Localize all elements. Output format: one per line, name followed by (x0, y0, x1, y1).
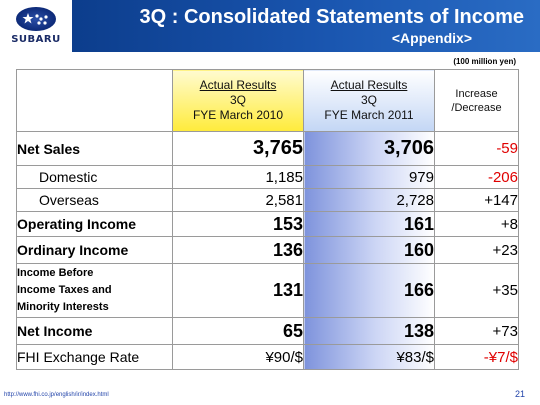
value-fye2010: 1,185 (172, 165, 304, 189)
value-fye2010: 65 (172, 317, 304, 345)
title-band: 3Q : Consolidated Statements of Income <… (72, 0, 540, 52)
column-header-line: FYE March 2010 (192, 108, 284, 122)
footer-ir-link[interactable]: http://www.fhi.co.jp/english/ir/index.ht… (4, 392, 109, 398)
value-fye2010: 2,581 (172, 188, 304, 212)
column-header-fye2010: Actual Results 3Q FYE March 2010 (172, 69, 304, 132)
logo-wordmark: SUBARU (11, 34, 61, 45)
table-row-net-income: Net Income 65 138 +73 (16, 317, 519, 345)
slide-subtitle: <Appendix> (391, 30, 472, 46)
value-fye2011: 166 (303, 263, 435, 318)
subaru-logo: SUBARU (0, 0, 72, 52)
column-header-line: 3Q (360, 93, 377, 107)
column-header-line: /Decrease (451, 101, 502, 114)
table-row-domestic: Domestic 1,185 979 -206 (16, 165, 519, 189)
value-fye2010: 3,765 (172, 131, 304, 166)
row-label-line: Minority Interests (17, 301, 109, 313)
value-change: -206 (434, 165, 519, 189)
column-header-fye2011: Actual Results 3Q FYE March 2011 (303, 69, 435, 132)
value-fye2011: 160 (303, 236, 435, 264)
row-label: Domestic (16, 165, 173, 189)
table-row-exchange-rate: FHI Exchange Rate ¥90/$ ¥83/$ -¥7/$ (16, 344, 519, 370)
value-fye2011: 979 (303, 165, 435, 189)
value-change: +8 (434, 211, 519, 237)
column-header-line: Actual Results (199, 78, 277, 92)
column-header-line: 3Q (229, 93, 246, 107)
column-header-line: Actual Results (330, 78, 408, 92)
value-change: +73 (434, 317, 519, 345)
header-blank-cell (16, 69, 173, 132)
value-fye2011: 138 (303, 317, 435, 345)
row-label: FHI Exchange Rate (16, 344, 173, 370)
value-fye2011: ¥83/$ (303, 344, 435, 370)
row-label-line: Income Before (17, 267, 94, 279)
column-header-change: Increase /Decrease (434, 69, 519, 132)
value-fye2011: 3,706 (303, 131, 435, 166)
table-header-row: Actual Results 3Q FYE March 2010 Actual … (16, 69, 519, 132)
row-label: Operating Income (16, 211, 173, 237)
column-header-line: Increase (455, 87, 498, 100)
value-change: +35 (434, 263, 519, 318)
row-label: Ordinary Income (16, 236, 173, 264)
row-label: Overseas (16, 188, 173, 212)
value-change: +23 (434, 236, 519, 264)
row-label: Income Before Income Taxes and Minority … (16, 263, 173, 318)
table-row-ordinary-income: Ordinary Income 136 160 +23 (16, 236, 519, 264)
value-fye2010: 131 (172, 263, 304, 318)
value-fye2011: 161 (303, 211, 435, 237)
row-label-line: Income Taxes and (17, 284, 112, 296)
table-row-income-before-taxes: Income Before Income Taxes and Minority … (16, 263, 519, 318)
value-change: -¥7/$ (434, 344, 519, 370)
table-row-overseas: Overseas 2,581 2,728 +147 (16, 188, 519, 212)
table-row-operating-income: Operating Income 153 161 +8 (16, 211, 519, 237)
income-statement-table: Actual Results 3Q FYE March 2010 Actual … (16, 69, 519, 370)
table-row-net-sales: Net Sales 3,765 3,706 -59 (16, 131, 519, 166)
value-fye2010: 136 (172, 236, 304, 264)
value-change: +147 (434, 188, 519, 212)
slide-title: 3Q : Consolidated Statements of Income (139, 6, 524, 28)
slide-header: SUBARU 3Q : Consolidated Statements of I… (0, 0, 540, 52)
value-change: -59 (434, 131, 519, 166)
page-number: 21 (514, 389, 525, 399)
subaru-stars-icon (16, 7, 56, 31)
value-fye2010: 153 (172, 211, 304, 237)
row-label: Net Income (16, 317, 173, 345)
row-label: Net Sales (16, 131, 173, 166)
value-fye2010: ¥90/$ (172, 344, 304, 370)
unit-note: (100 million yen) (453, 57, 516, 66)
value-fye2011: 2,728 (303, 188, 435, 212)
column-header-line: FYE March 2011 (324, 108, 414, 122)
